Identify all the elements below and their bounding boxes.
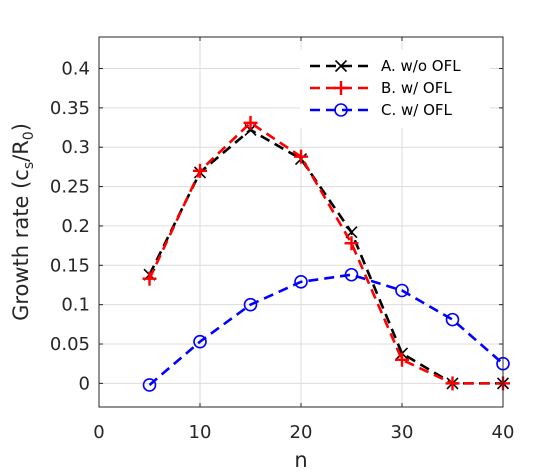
x-tick-label: 30	[391, 422, 414, 443]
series-2-line	[148, 121, 503, 385]
legend-swatch-marker	[334, 81, 348, 95]
y-axis-title-sub1: s	[21, 162, 37, 169]
legend-label: B. w/ OFL	[381, 79, 452, 97]
legend-swatch-marker	[334, 103, 348, 117]
x-axis-title: n	[294, 448, 307, 472]
legend-entry-2: B. w/ OFL	[310, 79, 452, 97]
legend: A. w/o OFL B. w/ OFL C. w/ OFL	[300, 50, 490, 128]
legend-swatch-marker	[334, 59, 348, 73]
series-3-point	[294, 275, 308, 289]
series-2-point	[142, 271, 157, 286]
y-axis-title-end: )	[9, 123, 33, 131]
x-tick-label: 10	[189, 422, 212, 443]
series-2-point	[243, 115, 258, 130]
x-tick-label: 20	[290, 422, 313, 443]
y-axis-title-mid: /R	[9, 140, 33, 162]
series-3-point	[344, 267, 359, 282]
series-2-point	[395, 352, 409, 367]
y-tick-label: 0.15	[50, 255, 90, 276]
y-tick-label: 0.05	[50, 334, 90, 355]
legend-entry-3: C. w/ OFL	[310, 101, 453, 119]
y-tick-label: 0.2	[61, 216, 90, 237]
y-axis-title-main: Growth rate (c	[9, 169, 33, 321]
y-tick-label: 0.35	[50, 98, 90, 119]
series-3-point	[395, 283, 409, 298]
legend-swatch-marker-stroke	[334, 59, 348, 73]
legend-entry-1: A. w/o OFL	[310, 57, 461, 75]
x-tick-label: 0	[93, 422, 104, 443]
series-3-point	[142, 378, 157, 392]
series-3-point	[243, 297, 258, 312]
series-2-point	[294, 149, 308, 164]
series-3-line	[148, 273, 504, 386]
y-axis-title: Growth rate (cs/R0)	[9, 123, 37, 321]
y-tick-labels: 0 0.05 0.1 0.15 0.2 0.25 0.3 0.35 0.4	[50, 58, 90, 394]
series-2-point	[445, 376, 460, 391]
ticks	[98, 37, 504, 407]
y-tick-label: 0	[79, 373, 90, 394]
y-tick-label: 0.3	[61, 137, 90, 158]
y-tick-label: 0.4	[61, 58, 90, 79]
series-3-point	[193, 334, 207, 349]
series-3-point	[445, 312, 460, 327]
series-2-point	[344, 236, 359, 251]
x-tick-label: 40	[492, 422, 515, 443]
legend-label: A. w/o OFL	[381, 57, 461, 75]
series-3	[142, 267, 510, 392]
y-axis-title-sub2: 0	[21, 131, 37, 140]
y-tick-label: 0.25	[50, 177, 90, 198]
series-2-point	[193, 163, 207, 178]
y-tick-label: 0.1	[61, 295, 90, 316]
x-tick-labels: 0 10 20 30 40	[93, 422, 514, 443]
legend-label: C. w/ OFL	[381, 101, 453, 119]
